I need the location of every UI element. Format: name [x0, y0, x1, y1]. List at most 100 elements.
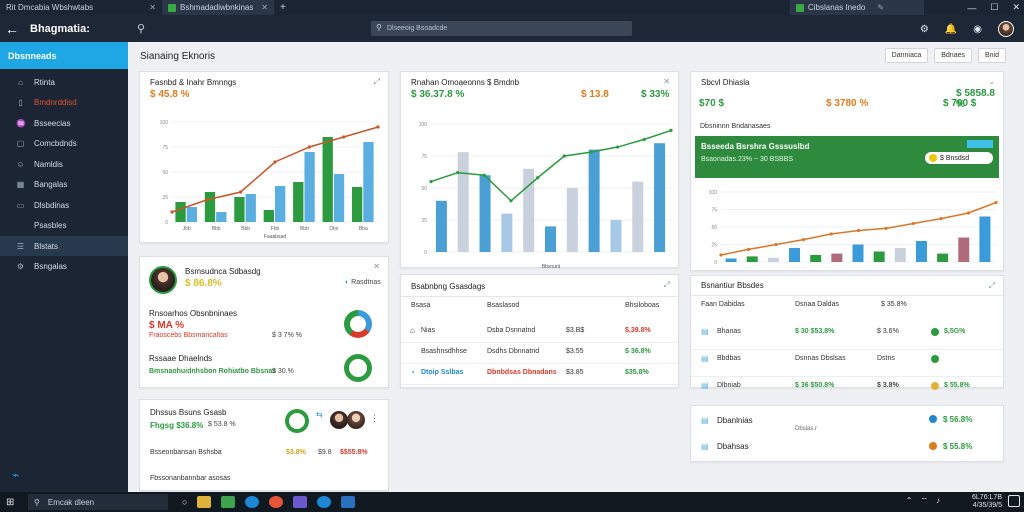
sidebar-item[interactable]: ▦ Bangalas	[0, 175, 128, 195]
table-row[interactable]: Dlbniab $ 36 $50.8% $ 3.8% $ 55.8% ▤	[691, 381, 1003, 404]
browser-tab-2[interactable]: Bshmadadiwbnkinas ✕	[162, 0, 274, 15]
expand-icon[interactable]: ✕	[663, 77, 670, 86]
banner-button[interactable]: $ Bnsdsd	[925, 152, 993, 164]
minimize-icon[interactable]: —	[967, 2, 977, 13]
table-row[interactable]: Dtoip Sslbas Dbnbdsas Dbnadans $3.85 $35.8%…	[401, 368, 678, 385]
chevron-up-icon[interactable]: ⌃	[905, 496, 913, 505]
sidebar-item[interactable]: ▭ Dlsbdinas	[0, 195, 128, 215]
sidebar-item-label: Bsseecias	[34, 118, 71, 128]
sidebar-item[interactable]: ♒ Bsseecias	[0, 113, 128, 133]
table-cell: Dbnbdsas Dbnadans	[487, 369, 557, 376]
expand-icon[interactable]: ⤢	[663, 280, 670, 289]
y-tick-label: 100	[160, 120, 169, 126]
expand-icon[interactable]: ⤢	[988, 281, 995, 290]
avatar[interactable]	[149, 266, 177, 294]
sidebar-item[interactable]: ⌂ Rtinta	[0, 72, 128, 92]
table-cell: Nias	[421, 327, 436, 334]
close-icon[interactable]: ✕	[149, 3, 156, 12]
browser-tab-1[interactable]: Rit Dmcabia Wbshwtabs ✕	[0, 0, 162, 15]
table-cell: $ 3.8%	[877, 382, 899, 389]
sidebar-item-label: Bangalas	[34, 180, 68, 189]
windows-start-icon[interactable]: ⊞	[6, 496, 15, 508]
sidebar-item[interactable]: ☰ Blstats	[0, 236, 128, 256]
app-purple-icon[interactable]	[293, 496, 308, 508]
new-tab-button[interactable]: +	[280, 2, 286, 13]
bell-icon[interactable]: 🔔	[944, 23, 958, 35]
table-row[interactable]: Nias Dsba Dsnnatnd $3.B$ $,39.8% ⌂	[401, 326, 678, 343]
app-blue-icon[interactable]	[317, 496, 332, 508]
expand-icon[interactable]: ⤢	[373, 77, 380, 86]
search-icon[interactable]: ⚲	[137, 23, 146, 35]
taskbar-search[interactable]: ⚲ Emcak dleen	[28, 494, 168, 510]
app-orange-icon[interactable]	[269, 496, 284, 508]
table-cell: Dsnnas Dbslsas	[795, 355, 846, 362]
line-point	[170, 210, 174, 214]
table-row[interactable]: Bhanas $ 30 $53.8% $ 3.6% $,5G% ▤	[691, 327, 1003, 350]
app-docs-icon[interactable]	[341, 496, 356, 508]
close-icon[interactable]: ✕	[1012, 2, 1020, 12]
browser-icon[interactable]	[245, 496, 260, 508]
browser-tab-bar: Rit Dmcabia Wbshwtabs ✕ Bshmadadiwbnkina…	[0, 0, 1024, 15]
toolbar-button-1[interactable]: Danniaca	[884, 48, 929, 63]
sidebar-item[interactable]: Psasbles	[0, 216, 128, 236]
sidebar-item-label: Dlsbdinas	[34, 200, 70, 210]
row-value-2: $9.8	[318, 449, 332, 456]
sidebar-item[interactable]: ☺ Namldis	[0, 154, 128, 174]
coin-icon	[929, 154, 937, 162]
file-explorer-icon[interactable]	[197, 496, 212, 508]
sidebar-item[interactable]: ▢ Comcbdnds	[0, 134, 128, 154]
close-icon[interactable]: ✕	[373, 262, 380, 271]
link-label[interactable]: ◐ Rasdtnas	[345, 279, 381, 286]
list-icon: ☰	[16, 241, 25, 251]
task-view-icon[interactable]: ○	[182, 497, 188, 507]
sidebar-item[interactable]: ▯ Bmdnrddisd	[0, 93, 128, 113]
notification-icon[interactable]	[1008, 495, 1020, 507]
line-point	[509, 199, 513, 203]
line-point	[239, 190, 243, 194]
back-arrow-icon[interactable]: ←	[5, 20, 19, 37]
bar	[275, 186, 286, 222]
avatar[interactable]	[347, 411, 365, 429]
card-stat-2: $ 3780 %	[826, 98, 869, 109]
y-tick-label: 100	[709, 190, 718, 196]
wifi-icon[interactable]: ⌔	[920, 496, 928, 505]
row-sub: Fraoscebs Bbsmancaltas	[149, 332, 228, 339]
toolbar-button-2[interactable]: Bdnaes	[934, 48, 972, 63]
column-header: Bhsiloboas	[625, 302, 660, 309]
sidebar-item-active[interactable]: Dbsnneads	[0, 42, 128, 69]
line-point	[429, 180, 433, 184]
avatar[interactable]	[330, 411, 348, 429]
window-controls: — ☐ ✕	[967, 0, 1020, 15]
more-icon[interactable]: ⋮	[370, 413, 379, 423]
column-header: Faan Dabidas	[701, 301, 745, 308]
sidebar-item[interactable]: ⚙ Bsngalas	[0, 257, 128, 277]
search-input[interactable]: ⚲ Dlseeoig Bsoadcde	[371, 21, 632, 36]
volume-icon[interactable]: ♪	[936, 496, 940, 505]
row-value: Bmsnaohuidnhsbon Rohiatbo Bbsnas	[149, 368, 277, 375]
maximize-icon[interactable]: ☐	[990, 2, 999, 12]
settings-icon[interactable]: ⚙	[919, 23, 929, 35]
line-point	[746, 247, 751, 251]
bar	[767, 257, 779, 262]
table-row[interactable]: Bsashnsdhhse Dsdhs Dbnnatnd $3.55 $ 36.8%	[401, 348, 678, 364]
share-icon[interactable]: ⇆	[316, 410, 323, 419]
pin-icon[interactable]: ✎	[877, 3, 885, 12]
browser-tab-3[interactable]: Cibslanas Inedo ✎	[790, 0, 924, 15]
bar	[915, 241, 927, 262]
breakdown-table-card: Bsnantiur Bbsdes ⤢ Faan Dabidas Dsnaa Dal…	[690, 275, 1005, 404]
app-green-icon[interactable]	[221, 496, 236, 508]
activity-icon[interactable]: ⌁	[12, 468, 20, 482]
notification-badge-icon[interactable]: ◉	[973, 23, 982, 35]
table-row[interactable]: Bbdbas Dsnnas Dbslsas Dstns ▤	[691, 354, 1003, 377]
clock[interactable]: 6L76:L7B 4/35/39/5	[972, 494, 1002, 510]
info-icon: ◐	[345, 279, 350, 286]
y-tick-label: 75	[711, 208, 717, 214]
card-stat-3: $ 5858.8 %	[956, 88, 995, 110]
revenue-chart-card: Fasnbd & Inahr Bmnngs ⤢ $ 45.8 % 0 25 50 75…	[139, 71, 389, 243]
avatar[interactable]	[998, 21, 1014, 37]
close-icon[interactable]: ✕	[261, 3, 268, 12]
toolbar-button-3[interactable]: Bnid	[977, 48, 1006, 63]
chevron-down-icon[interactable]: ⌄	[988, 77, 995, 86]
bar-chart: 0 25 50 75 100 Jbb Bbb Bbb Fbb Bbb Dbs Bba Faaabsad	[160, 120, 380, 240]
line-point	[719, 253, 723, 257]
